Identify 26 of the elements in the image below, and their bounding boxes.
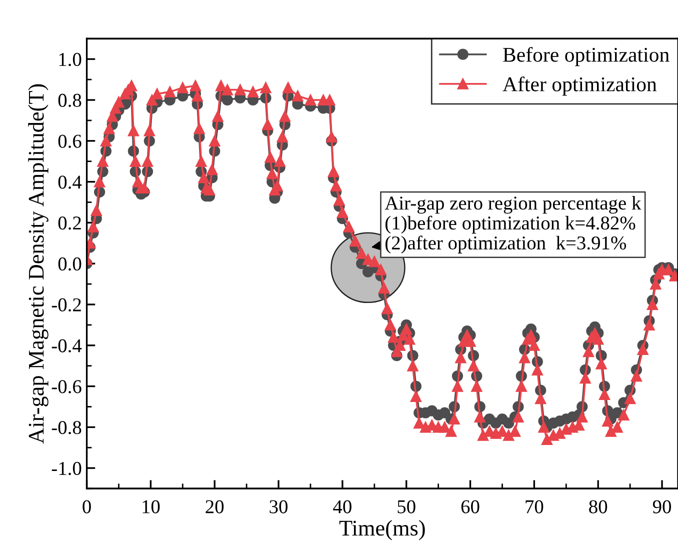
x-tick-label: 80 (589, 500, 608, 514)
legend-label: Before optimization (503, 46, 670, 66)
y-tick-label: 0.0 (58, 257, 82, 271)
x-axis-title: Time(ms) (339, 520, 425, 540)
y-tick-label: -0.4 (52, 339, 82, 352)
x-tick-label: 60 (461, 500, 480, 514)
y-axis-title: Air-gap Magnetic Density Amplitude(T) (28, 84, 48, 444)
x-tick-label: 0 (82, 500, 91, 514)
y-tick-label: 0.6 (58, 134, 82, 148)
x-tick-label: 70 (526, 500, 544, 514)
x-tick-label: 10 (142, 500, 160, 514)
x-tick-label: 90 (652, 500, 671, 514)
y-tick-label: 0.2 (58, 216, 81, 230)
y-tick-label: 0.4 (58, 176, 82, 189)
y-tick-label: -0.6 (52, 380, 82, 394)
y-tick-label: -1.0 (52, 462, 82, 476)
y-tick-label: 1.0 (59, 52, 82, 66)
x-tick-label: 50 (398, 500, 416, 514)
x-tick-label: 20 (206, 500, 224, 514)
x-tick-label: 30 (270, 500, 288, 514)
y-tick-label: -0.2 (52, 298, 81, 312)
legend-label: After optimization (502, 76, 657, 96)
y-tick-label: -0.8 (52, 420, 82, 434)
y-tick-label: 0.8 (58, 94, 82, 108)
annotation: Air-gap zero region percentage k (1)before optimization k=4.82% (2)after optimization k=3.91% (384, 196, 642, 254)
x-tick-label: 40 (333, 500, 352, 514)
